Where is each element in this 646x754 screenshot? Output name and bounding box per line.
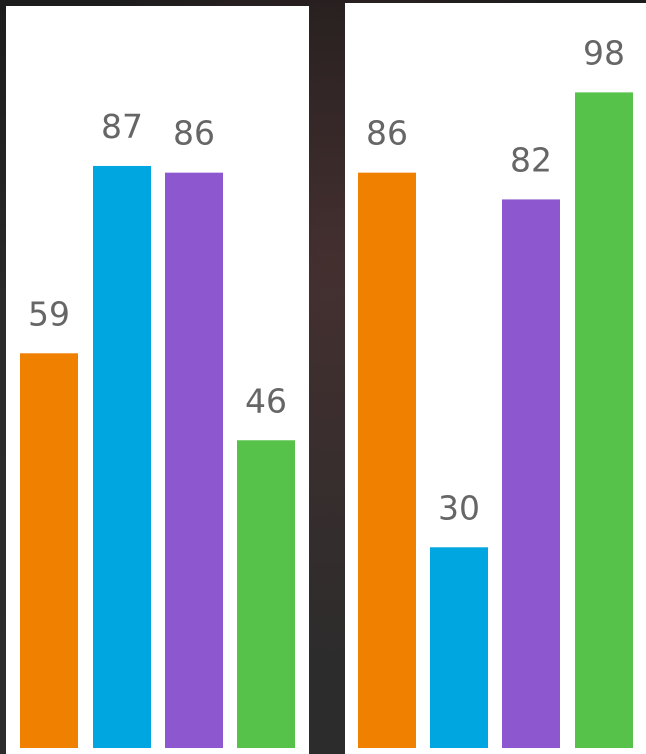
bar-value-label-left-1: 59 [28, 294, 70, 333]
bar-value-label-left-2: 87 [101, 107, 143, 146]
chart-panel-right: 86 30 82 98 [345, 3, 646, 754]
bar-right-2 [430, 547, 488, 748]
bar-right-1 [358, 173, 416, 748]
bar-left-3 [165, 173, 223, 748]
bar-chart-right: 86 30 82 98 [345, 3, 646, 754]
bar-value-label-right-4: 98 [583, 33, 625, 72]
bar-value-label-left-3: 86 [173, 114, 215, 153]
bar-right-4 [575, 92, 633, 748]
bar-chart-left: 59 87 86 46 [6, 6, 309, 754]
bar-value-label-right-1: 86 [366, 114, 408, 153]
bar-value-label-left-4: 46 [245, 381, 287, 420]
bar-left-1 [20, 353, 78, 748]
bar-left-4 [237, 440, 295, 748]
bar-left-2 [93, 166, 151, 748]
bar-right-3 [502, 199, 560, 748]
bar-value-label-right-3: 82 [510, 140, 552, 179]
bar-value-label-right-2: 30 [438, 488, 480, 527]
chart-panel-left: 59 87 86 46 [6, 6, 309, 754]
